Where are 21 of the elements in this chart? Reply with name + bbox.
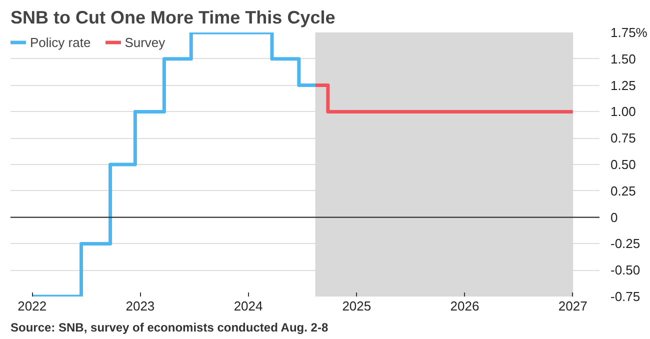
legend-label: Policy rate: [30, 34, 91, 50]
legend-label: Survey: [124, 34, 166, 50]
x-tick-label: 2023: [126, 298, 155, 314]
y-tick-label: 1.75%: [610, 25, 648, 40]
x-tick-label: 2026: [450, 298, 480, 314]
y-tick-label: 1.00: [610, 104, 636, 120]
y-tick-label: 0.50: [610, 157, 636, 172]
y-tick-label: 1.25: [610, 78, 636, 93]
y-tick-label: 0.25: [610, 183, 636, 198]
y-tick-label: -0.25: [610, 236, 640, 252]
y-tick-label: 0: [610, 210, 618, 225]
y-tick-label: -0.75: [610, 289, 640, 304]
x-tick-label: 2025: [342, 298, 372, 314]
y-tick-label: -0.50: [610, 262, 640, 278]
y-tick-label: 0.75: [610, 130, 636, 146]
x-tick-label: 2027: [558, 298, 588, 314]
x-tick-label: 2024: [234, 298, 263, 314]
source-note: Source: SNB, survey of economists conducted Aug. 2-8: [10, 320, 328, 334]
chart-title: SNB to Cut One More Time This Cycle: [10, 8, 336, 28]
x-tick-label: 2022: [18, 298, 47, 314]
y-tick-label: 1.50: [610, 51, 636, 66]
